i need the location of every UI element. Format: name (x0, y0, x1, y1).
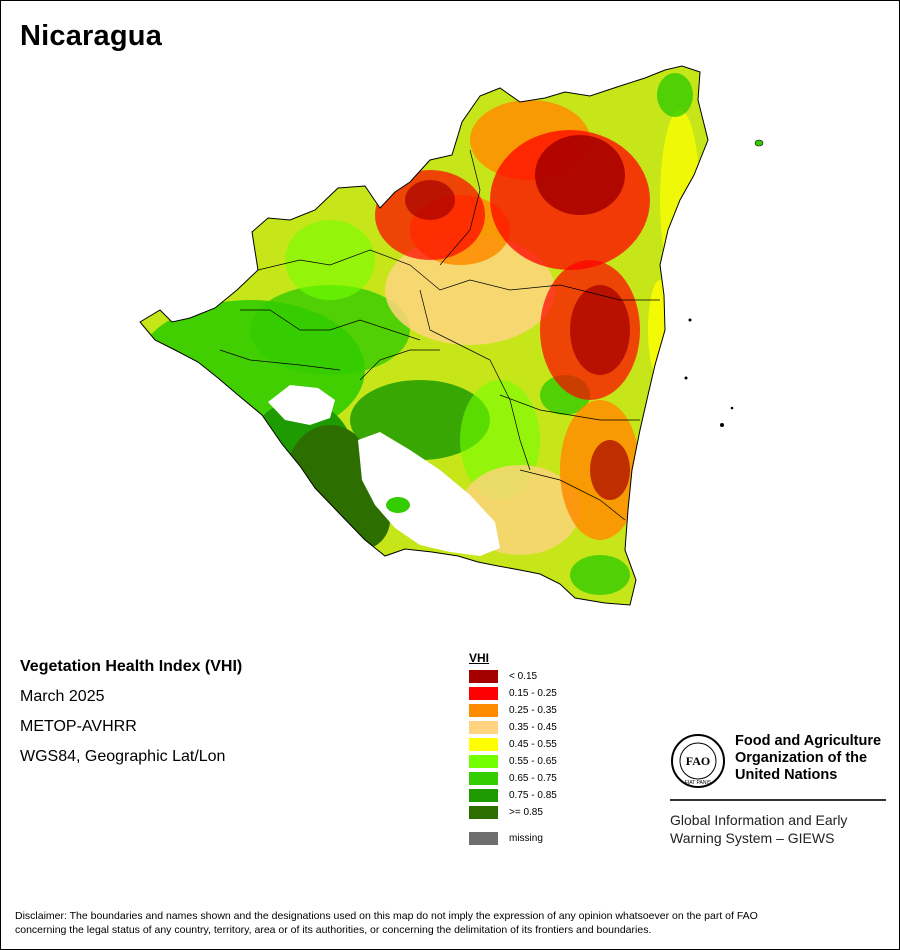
legend-swatch (469, 687, 498, 700)
legend-label: missing (509, 833, 543, 844)
legend-item: 0.65 - 0.75 (469, 770, 557, 787)
legend-swatch (469, 670, 498, 683)
legend-swatch (469, 721, 498, 734)
legend-label: < 0.15 (509, 671, 538, 682)
cay (720, 423, 724, 427)
lake-nicaragua (358, 432, 500, 556)
projection: WGS84, Geographic Lat/Lon (20, 748, 226, 765)
fao-name-line: Organization of the (735, 750, 868, 766)
product-name: Vegetation Health Index (VHI) (20, 658, 243, 675)
legend-title: VHI (469, 651, 490, 665)
legend-swatch (469, 806, 498, 819)
legend-item: 0.35 - 0.45 (469, 719, 557, 736)
disclaimer: Disclaimer: The boundaries and names sho… (15, 909, 885, 937)
legend-label: >= 0.85 (509, 807, 543, 818)
vhi-map (139, 65, 764, 606)
legend-swatch (469, 704, 498, 717)
divider (670, 799, 886, 801)
corn-island (754, 139, 764, 147)
cay (684, 376, 688, 380)
fao-name-line: Food and Agriculture (735, 733, 882, 749)
legend-item: 0.75 - 0.85 (469, 787, 557, 804)
fao-logo: FAO FIAT PANIS (671, 734, 725, 788)
giews-line: Global Information and Early (670, 812, 848, 828)
legend-label: 0.75 - 0.85 (509, 790, 557, 801)
legend-item: < 0.15 (469, 668, 557, 685)
disclaimer-line: concerning the legal status of any count… (15, 924, 652, 936)
legend-swatch (469, 738, 498, 751)
legend-label: 0.45 - 0.55 (509, 739, 557, 750)
legend: VHI < 0.15 0.15 - 0.25 0.25 - 0.35 0.35 - 0… (469, 651, 557, 847)
legend-item: 0.45 - 0.55 (469, 736, 557, 753)
legend-swatch (469, 789, 498, 802)
giews-line: Warning System – GIEWS (670, 830, 835, 846)
map-title: Nicaragua (20, 20, 163, 52)
fao-name: Food and Agriculture Organization of the… (735, 733, 881, 784)
island (386, 497, 410, 513)
period: March 2025 (20, 688, 105, 705)
sensor: METOP-AVHRR (20, 718, 137, 735)
lake-managua (268, 385, 335, 425)
fao-block: FAO FIAT PANIS Food and Agriculture Orga… (670, 733, 886, 847)
legend-item: >= 0.85 (469, 804, 557, 821)
cay (730, 406, 734, 410)
fao-name-line: United Nations (735, 767, 838, 783)
giews-name: Global Information and Early Warning Sys… (670, 811, 886, 847)
legend-item: 0.15 - 0.25 (469, 685, 557, 702)
legend-label: 0.65 - 0.75 (509, 773, 557, 784)
legend-item-missing: missing (469, 830, 557, 847)
fao-logo-motto: FIAT PANIS (685, 780, 712, 786)
legend-item: 0.25 - 0.35 (469, 702, 557, 719)
map-info: Vegetation Health Index (VHI) March 2025… (20, 656, 242, 776)
legend-label: 0.15 - 0.25 (509, 688, 557, 699)
fao-logo-text: FAO (686, 754, 710, 768)
cay (688, 318, 692, 322)
legend-item: 0.55 - 0.65 (469, 753, 557, 770)
department-boundaries (219, 149, 660, 521)
legend-swatch (469, 755, 498, 768)
legend-label: 0.35 - 0.45 (509, 722, 557, 733)
legend-label: 0.55 - 0.65 (509, 756, 557, 767)
legend-swatch (469, 772, 498, 785)
legend-swatch (469, 832, 498, 845)
legend-label: 0.25 - 0.35 (509, 705, 557, 716)
disclaimer-line: Disclaimer: The boundaries and names sho… (15, 910, 758, 922)
